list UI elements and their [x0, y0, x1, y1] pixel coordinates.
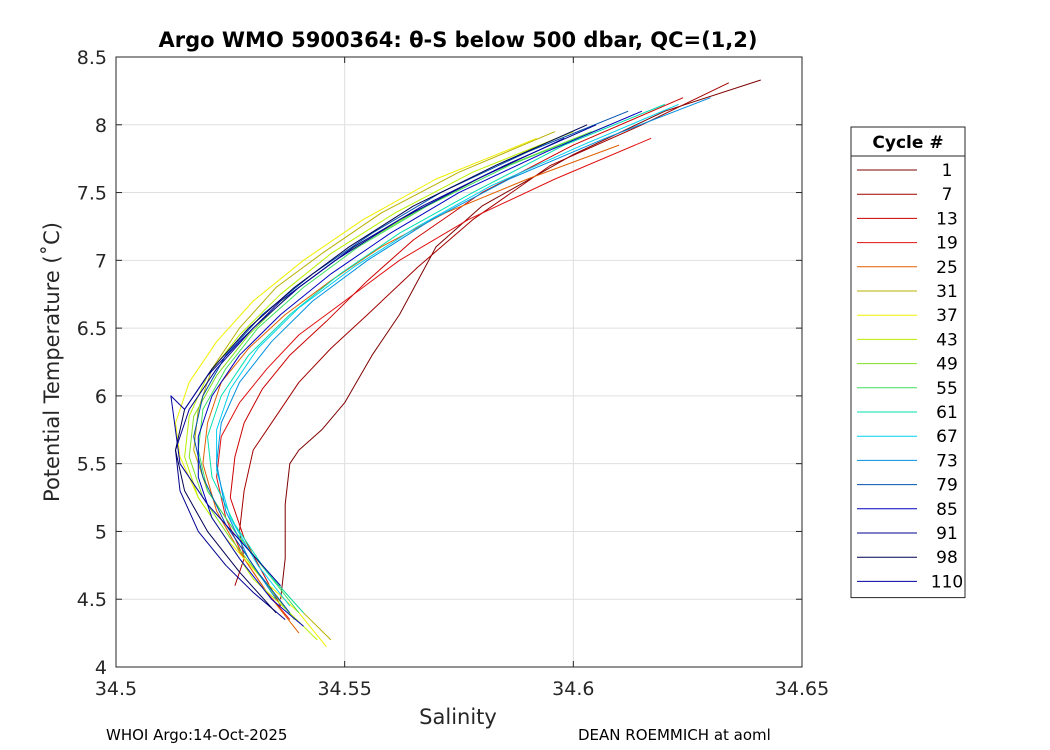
series-line-cycle-91 [175, 124, 597, 620]
series-line-cycle-98 [175, 124, 588, 614]
legend-label: 79 [936, 476, 958, 496]
legend-label: 49 [936, 355, 958, 375]
series-line-cycle-13 [229, 97, 684, 607]
legend-label: 110 [931, 572, 963, 592]
legend-label: 73 [936, 451, 958, 471]
legend-label: 61 [936, 403, 958, 423]
y-tick-label: 7 [95, 250, 107, 272]
series-line-cycle-7 [234, 82, 730, 586]
legend-label: 31 [936, 282, 958, 302]
legend-label: 85 [936, 500, 958, 520]
y-tick-label: 4.5 [77, 589, 107, 611]
legend-label: 67 [936, 427, 958, 447]
series-line-cycle-110 [170, 137, 565, 587]
x-axis-label: Salinity [419, 705, 497, 729]
series-line-cycle-67 [216, 103, 679, 607]
legend-title: Cycle # [872, 133, 943, 153]
legend-label: 37 [936, 306, 958, 326]
legend-box [850, 126, 966, 599]
x-tick-label: 34.6 [552, 678, 594, 700]
chart-title: Argo WMO 5900364: θ-S below 500 dbar, QC… [159, 28, 758, 52]
y-tick-label: 6.5 [77, 318, 107, 340]
x-tick-label: 34.5 [95, 678, 137, 700]
y-tick-label: 7.5 [77, 183, 107, 205]
series-line-cycle-61 [207, 103, 665, 614]
x-tick-label: 34.65 [775, 678, 829, 700]
y-axis-label: Potential Temperature (˚C) [40, 222, 64, 502]
plot-frame [115, 56, 803, 668]
series-line-cycle-73 [216, 97, 711, 600]
y-tick-label: 8 [95, 115, 107, 137]
legend-label: 25 [936, 258, 958, 278]
plot-area [116, 57, 802, 667]
x-tick-label: 34.55 [317, 678, 371, 700]
legend: Cycle # 1 7 13 19 25 31 37 43 49 55 61 67 73 79 85 91 98 1… [850, 126, 966, 599]
y-tick-label: 5.5 [77, 454, 107, 476]
data-series [170, 79, 761, 648]
legend-label: 13 [936, 209, 958, 229]
y-tick-label: 8.5 [77, 47, 107, 69]
y-tick-label: 5 [95, 521, 107, 543]
legend-label: 1 [942, 161, 953, 181]
series-line-cycle-37 [175, 137, 537, 648]
legend-label: 7 [942, 185, 953, 205]
legend-label: 43 [936, 330, 958, 350]
grid [115, 56, 803, 668]
series-line-cycle-1 [280, 79, 761, 600]
legend-label: 19 [936, 234, 958, 254]
legend-label: 98 [936, 548, 958, 568]
legend-label: 91 [936, 524, 958, 544]
chart-title-text: Argo WMO 5900364: θ-S below 500 dbar, QC… [159, 28, 758, 52]
y-tick-label: 6 [95, 386, 107, 408]
footer-right: DEAN ROEMMICH at aoml [578, 726, 771, 744]
y-tick-label: 4 [95, 657, 107, 679]
series-line-cycle-85 [197, 110, 643, 627]
legend-label: 55 [936, 379, 958, 399]
series-line-cycle-55 [197, 124, 611, 614]
axes: 34.5 34.55 34.6 34.65 4 4.5 5 5.5 6 6.5 7 7.5 8 8.5 [77, 47, 829, 700]
footer-left: WHOI Argo:14-Oct-2025 [106, 726, 288, 744]
